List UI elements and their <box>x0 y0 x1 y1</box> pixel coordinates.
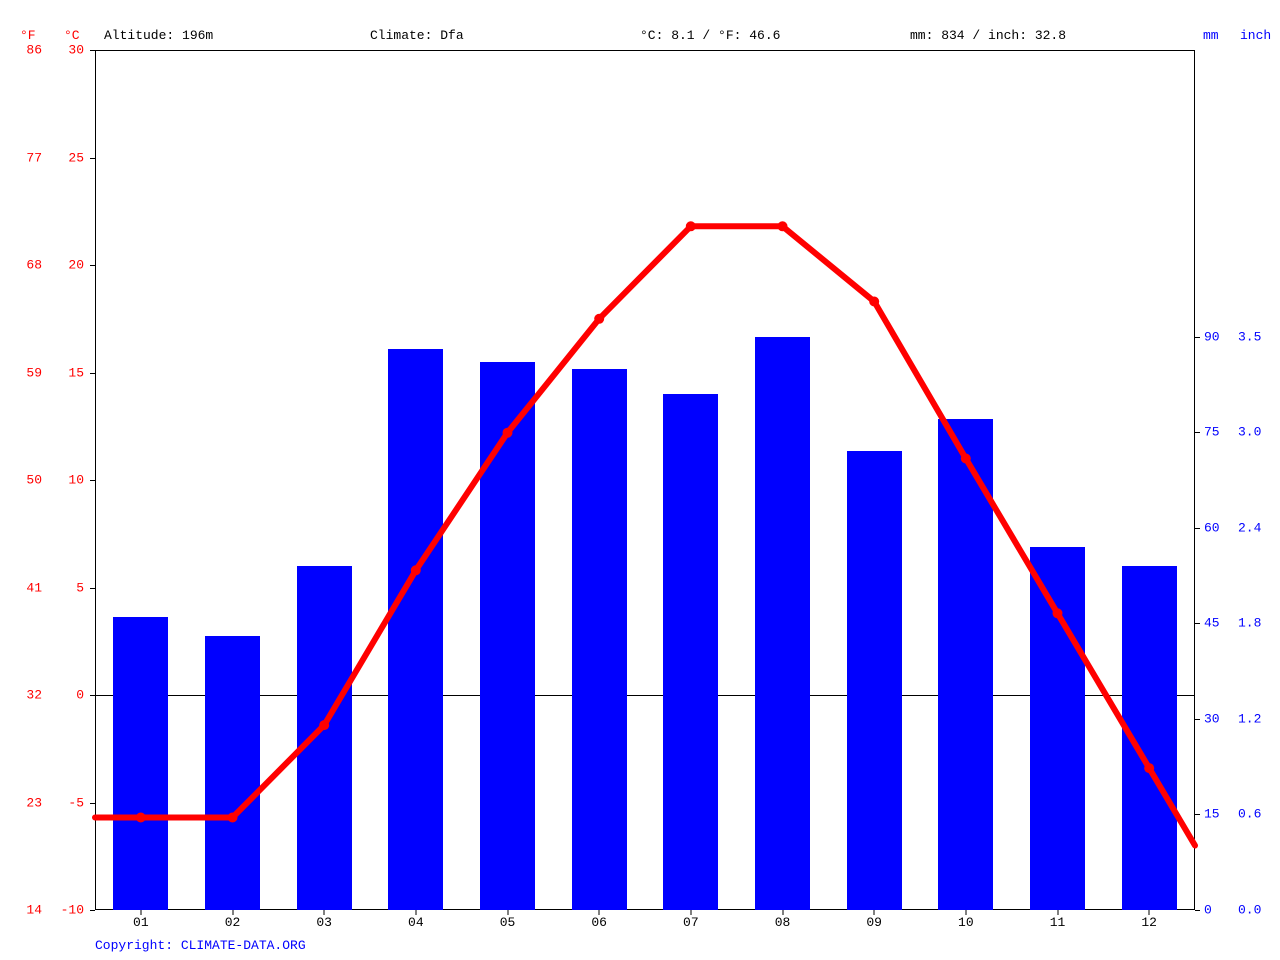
x-tick-label: 04 <box>408 915 424 930</box>
header-c-label: °C <box>64 28 80 43</box>
y-tick-mark-right <box>1195 814 1200 815</box>
x-tick-label: 10 <box>958 915 974 930</box>
y-tick-mark-right <box>1195 337 1200 338</box>
x-tick-label: 03 <box>316 915 332 930</box>
y-label-inch: 2.4 <box>1238 520 1261 535</box>
y-label-mm: 30 <box>1204 711 1220 726</box>
header-precip: mm: 834 / inch: 32.8 <box>910 28 1066 43</box>
x-tick-label: 07 <box>683 915 699 930</box>
y-label-inch: 3.0 <box>1238 425 1261 440</box>
header-inch-label: inch <box>1240 28 1271 43</box>
y-label-celsius: 10 <box>56 473 84 488</box>
y-tick-mark-left <box>90 50 95 51</box>
precip-bar <box>1030 547 1085 910</box>
precip-bar <box>663 394 718 910</box>
y-label-inch: 0.0 <box>1238 903 1261 918</box>
x-tick-label: 06 <box>591 915 607 930</box>
precip-bar <box>938 419 993 910</box>
precip-bar <box>755 337 810 910</box>
header-mm-label: mm <box>1203 28 1219 43</box>
precip-bar <box>572 369 627 910</box>
frame-top <box>95 50 1195 51</box>
header-row: °F °C Altitude: 196m Climate: Dfa °C: 8.… <box>0 28 1280 46</box>
y-tick-mark-left <box>90 265 95 266</box>
header-f-label: °F <box>20 28 36 43</box>
y-label-fahrenheit: 59 <box>18 365 42 380</box>
x-tick-label: 02 <box>225 915 241 930</box>
y-label-fahrenheit: 68 <box>18 258 42 273</box>
y-label-fahrenheit: 14 <box>18 903 42 918</box>
y-tick-mark-left <box>90 373 95 374</box>
y-tick-mark-right <box>1195 910 1200 911</box>
y-tick-mark-left <box>90 910 95 911</box>
y-label-mm: 45 <box>1204 616 1220 631</box>
y-tick-mark-right <box>1195 432 1200 433</box>
y-label-inch: 1.8 <box>1238 616 1261 631</box>
y-label-inch: 3.5 <box>1238 329 1261 344</box>
frame-right <box>1194 50 1195 910</box>
y-label-celsius: -5 <box>56 795 84 810</box>
header-avg-temp: °C: 8.1 / °F: 46.6 <box>640 28 780 43</box>
y-label-celsius: 15 <box>56 365 84 380</box>
precip-bar <box>113 617 168 910</box>
y-label-celsius: 20 <box>56 258 84 273</box>
precip-bar <box>297 566 352 910</box>
header-altitude: Altitude: 196m <box>104 28 213 43</box>
y-tick-mark-left <box>90 695 95 696</box>
y-label-celsius: 5 <box>56 580 84 595</box>
frame-left <box>95 50 96 910</box>
x-tick-label: 01 <box>133 915 149 930</box>
x-tick-label: 05 <box>500 915 516 930</box>
y-label-mm: 90 <box>1204 329 1220 344</box>
precip-bar <box>847 451 902 910</box>
y-label-celsius: 30 <box>56 43 84 58</box>
copyright-text: Copyright: CLIMATE-DATA.ORG <box>95 938 306 953</box>
temperature-point <box>778 221 788 231</box>
y-label-mm: 75 <box>1204 425 1220 440</box>
temperature-point <box>686 221 696 231</box>
temperature-point <box>594 314 604 324</box>
y-label-fahrenheit: 41 <box>18 580 42 595</box>
y-label-fahrenheit: 77 <box>18 150 42 165</box>
y-tick-mark-right <box>1195 719 1200 720</box>
precip-bar <box>480 362 535 910</box>
y-tick-mark-left <box>90 803 95 804</box>
x-tick-label: 08 <box>775 915 791 930</box>
y-label-mm: 0 <box>1204 903 1212 918</box>
header-climate: Climate: Dfa <box>370 28 464 43</box>
x-tick-label: 09 <box>866 915 882 930</box>
x-tick-label: 12 <box>1141 915 1157 930</box>
temperature-point <box>869 297 879 307</box>
y-label-celsius: 25 <box>56 150 84 165</box>
x-tick-label: 11 <box>1050 915 1066 930</box>
precip-bar <box>205 636 260 910</box>
y-label-fahrenheit: 23 <box>18 795 42 810</box>
precip-bar <box>388 349 443 910</box>
y-label-celsius: -10 <box>56 903 84 918</box>
climate-chart: 010203040506070809101112 <box>95 50 1195 910</box>
y-label-fahrenheit: 86 <box>18 43 42 58</box>
y-tick-mark-right <box>1195 528 1200 529</box>
y-label-inch: 1.2 <box>1238 711 1261 726</box>
y-tick-mark-left <box>90 480 95 481</box>
y-label-fahrenheit: 32 <box>18 688 42 703</box>
y-label-inch: 0.6 <box>1238 807 1261 822</box>
y-label-celsius: 0 <box>56 688 84 703</box>
y-tick-mark-right <box>1195 623 1200 624</box>
y-label-mm: 15 <box>1204 807 1220 822</box>
y-tick-mark-left <box>90 588 95 589</box>
precip-bar <box>1122 566 1177 910</box>
y-label-mm: 60 <box>1204 520 1220 535</box>
y-label-fahrenheit: 50 <box>18 473 42 488</box>
y-tick-mark-left <box>90 158 95 159</box>
